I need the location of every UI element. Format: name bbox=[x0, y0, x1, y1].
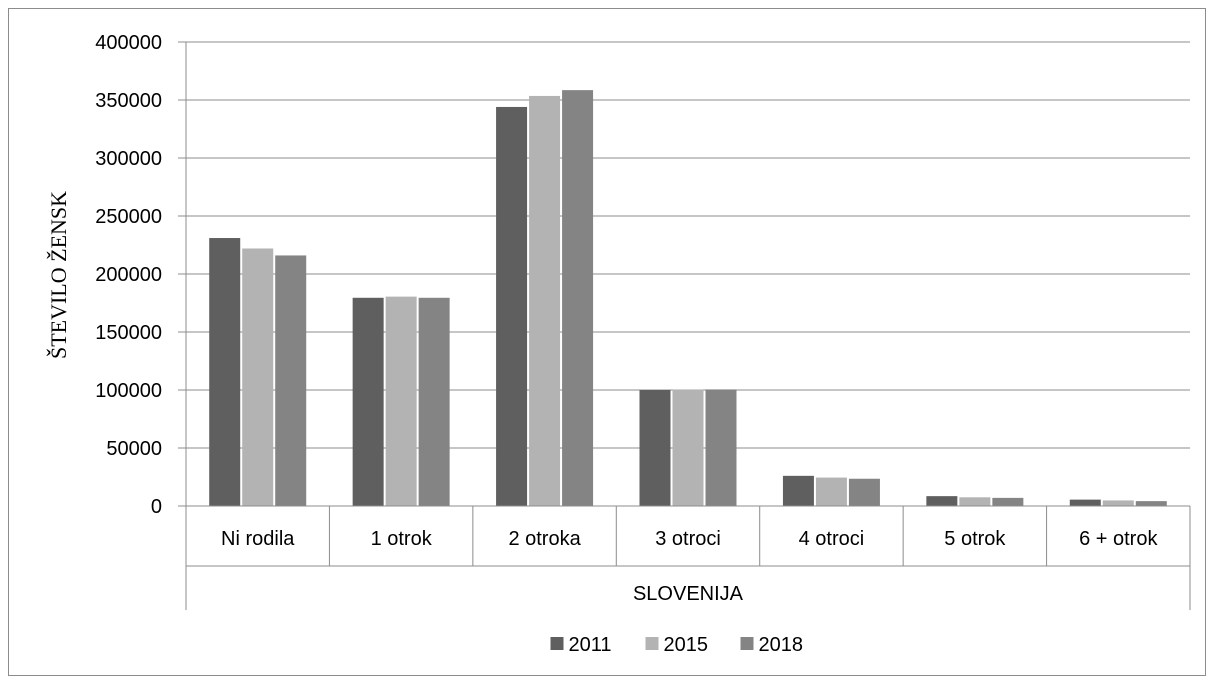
legend: 2011 2015 2018 bbox=[550, 634, 804, 656]
bar-2011 bbox=[782, 475, 814, 506]
chart-frame bbox=[8, 8, 1206, 676]
category-label: 4 otroci bbox=[799, 528, 865, 550]
bar-2011 bbox=[496, 106, 528, 507]
category-label: 1 otrok bbox=[371, 528, 433, 550]
category-label: 2 otroka bbox=[508, 528, 581, 550]
legend-swatch-2015 bbox=[645, 637, 659, 650]
bar-2015 bbox=[385, 296, 417, 506]
axes bbox=[185, 42, 1191, 610]
bar-2018 bbox=[418, 297, 450, 506]
bar-2018 bbox=[705, 389, 737, 506]
legend-label: 2011 bbox=[569, 634, 612, 656]
bars bbox=[209, 90, 1167, 507]
y-tick-label: 150000 bbox=[95, 322, 162, 344]
legend-label: 2015 bbox=[664, 634, 709, 656]
bar-2018 bbox=[562, 90, 594, 506]
y-tick-label: 350000 bbox=[95, 90, 162, 112]
y-tick-labels: 0 50000 100000 150000 200000 250000 300000 3500… bbox=[95, 32, 162, 518]
bar-2011 bbox=[209, 238, 241, 507]
y-tick-label: 250000 bbox=[95, 206, 162, 228]
bar-2015 bbox=[672, 389, 704, 506]
bar-2015 bbox=[815, 477, 847, 506]
bar-2011 bbox=[639, 390, 671, 506]
category-label: 3 otroci bbox=[655, 528, 721, 550]
bar-2018 bbox=[275, 255, 307, 506]
bar-2015 bbox=[242, 248, 274, 507]
y-tick-label: 200000 bbox=[95, 264, 162, 286]
category-label: 6 + otrok bbox=[1079, 528, 1158, 550]
y-axis-label: ŠTEVILO ŽENSK bbox=[46, 191, 71, 359]
category-labels: Ni rodila 1 otrok 2 otroka 3 otroci 4 otroci… bbox=[221, 528, 1158, 550]
bar-2018 bbox=[1135, 501, 1167, 506]
category-label: Ni rodila bbox=[221, 528, 295, 550]
bar-2018 bbox=[848, 478, 880, 506]
category-label: 5 otrok bbox=[944, 528, 1006, 550]
legend-label: 2018 bbox=[759, 634, 804, 656]
bar-2018 bbox=[992, 497, 1024, 506]
group-label: SLOVENIJA bbox=[633, 583, 744, 605]
bar-2011 bbox=[352, 297, 384, 506]
y-tick-label: 50000 bbox=[106, 438, 162, 460]
legend-swatch-2018 bbox=[740, 637, 754, 650]
bar-2015 bbox=[529, 95, 561, 506]
legend-swatch-2011 bbox=[550, 637, 564, 650]
y-tick-label: 400000 bbox=[95, 32, 162, 54]
y-tick-label: 100000 bbox=[95, 380, 162, 402]
bar-2011 bbox=[926, 496, 958, 506]
bar-2011 bbox=[1069, 499, 1101, 506]
y-tick-label: 300000 bbox=[95, 148, 162, 170]
y-tick-label: 0 bbox=[151, 496, 162, 518]
bar-2015 bbox=[1102, 500, 1134, 506]
bar-2015 bbox=[959, 497, 991, 506]
